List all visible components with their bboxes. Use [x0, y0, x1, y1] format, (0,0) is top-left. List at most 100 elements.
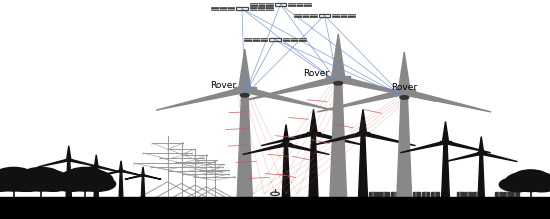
- Polygon shape: [379, 192, 389, 197]
- Circle shape: [0, 167, 32, 182]
- Bar: [332, 14, 355, 17]
- Polygon shape: [142, 167, 144, 175]
- Polygon shape: [368, 192, 378, 197]
- Polygon shape: [141, 175, 145, 197]
- Polygon shape: [478, 153, 485, 197]
- Text: Rover: Rover: [391, 83, 417, 92]
- Bar: [236, 7, 248, 11]
- Circle shape: [240, 88, 250, 92]
- Circle shape: [333, 77, 344, 81]
- Polygon shape: [478, 137, 484, 153]
- Bar: [275, 3, 286, 6]
- Bar: [288, 3, 311, 6]
- Circle shape: [23, 167, 60, 182]
- Polygon shape: [311, 132, 365, 146]
- Polygon shape: [119, 171, 123, 197]
- Polygon shape: [465, 192, 472, 197]
- Bar: [326, 76, 350, 80]
- Bar: [211, 7, 234, 10]
- Bar: [270, 38, 280, 41]
- Bar: [0, 197, 550, 219]
- Polygon shape: [310, 110, 317, 134]
- Bar: [244, 38, 267, 41]
- Circle shape: [499, 177, 536, 192]
- Polygon shape: [332, 34, 345, 79]
- Polygon shape: [397, 92, 411, 197]
- Circle shape: [0, 169, 41, 191]
- Polygon shape: [359, 134, 367, 197]
- Bar: [319, 14, 330, 17]
- Circle shape: [120, 170, 122, 171]
- Circle shape: [51, 176, 91, 191]
- Polygon shape: [94, 166, 98, 197]
- Polygon shape: [431, 192, 439, 197]
- Polygon shape: [312, 132, 366, 146]
- Polygon shape: [317, 90, 407, 112]
- Text: Rover: Rover: [210, 81, 236, 90]
- Polygon shape: [390, 192, 400, 197]
- Circle shape: [7, 177, 44, 191]
- Polygon shape: [283, 125, 289, 145]
- Circle shape: [399, 90, 409, 94]
- Circle shape: [479, 152, 483, 154]
- Bar: [283, 38, 306, 41]
- Polygon shape: [480, 152, 518, 162]
- Polygon shape: [67, 146, 71, 160]
- Polygon shape: [100, 170, 122, 176]
- Bar: [280, 143, 292, 145]
- Bar: [440, 141, 451, 143]
- Polygon shape: [512, 192, 519, 197]
- Circle shape: [360, 132, 366, 135]
- Circle shape: [514, 170, 548, 183]
- Polygon shape: [335, 76, 436, 101]
- Polygon shape: [444, 141, 491, 153]
- Circle shape: [67, 167, 104, 182]
- Circle shape: [14, 169, 69, 191]
- Polygon shape: [120, 170, 142, 176]
- Polygon shape: [422, 192, 430, 197]
- Bar: [356, 132, 370, 134]
- Polygon shape: [442, 122, 449, 142]
- Bar: [250, 3, 273, 6]
- Bar: [234, 87, 256, 91]
- Polygon shape: [261, 132, 315, 146]
- Polygon shape: [237, 90, 252, 197]
- Polygon shape: [398, 52, 410, 92]
- Polygon shape: [95, 166, 122, 172]
- Polygon shape: [239, 49, 251, 90]
- Polygon shape: [282, 145, 290, 197]
- Polygon shape: [38, 159, 70, 167]
- Circle shape: [58, 169, 113, 191]
- Polygon shape: [240, 76, 342, 101]
- Polygon shape: [95, 155, 98, 166]
- Circle shape: [0, 176, 19, 191]
- Polygon shape: [400, 141, 447, 153]
- Bar: [477, 152, 486, 154]
- Polygon shape: [156, 88, 248, 110]
- Polygon shape: [142, 175, 161, 179]
- Polygon shape: [119, 161, 123, 171]
- Bar: [250, 7, 273, 10]
- Polygon shape: [241, 88, 333, 110]
- Bar: [307, 132, 320, 134]
- Circle shape: [400, 96, 409, 99]
- Polygon shape: [445, 152, 482, 162]
- Polygon shape: [402, 90, 491, 112]
- Circle shape: [311, 132, 316, 135]
- Text: Rover: Rover: [303, 69, 329, 78]
- Bar: [294, 14, 317, 17]
- Polygon shape: [412, 192, 420, 197]
- Polygon shape: [243, 143, 288, 155]
- Polygon shape: [495, 192, 502, 197]
- Circle shape: [79, 177, 116, 191]
- Polygon shape: [442, 142, 449, 197]
- Circle shape: [142, 175, 144, 176]
- Polygon shape: [66, 160, 72, 197]
- Circle shape: [7, 176, 47, 191]
- Polygon shape: [456, 192, 464, 197]
- Circle shape: [95, 166, 98, 167]
- Polygon shape: [361, 132, 415, 146]
- Circle shape: [505, 171, 550, 192]
- Circle shape: [443, 141, 448, 143]
- Polygon shape: [359, 110, 367, 134]
